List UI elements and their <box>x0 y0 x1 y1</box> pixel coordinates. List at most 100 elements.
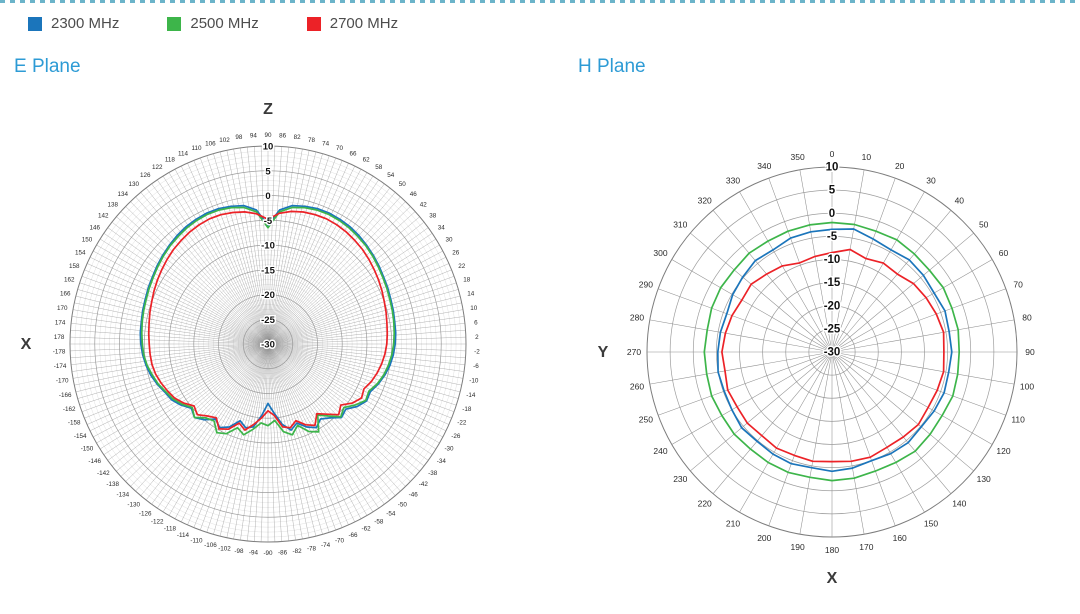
svg-text:14: 14 <box>467 291 475 298</box>
svg-text:-25: -25 <box>824 323 841 335</box>
svg-text:90: 90 <box>1025 347 1035 357</box>
svg-text:-54: -54 <box>386 510 396 517</box>
svg-text:130: 130 <box>977 474 991 484</box>
svg-text:-146: -146 <box>88 458 101 465</box>
svg-text:10: 10 <box>826 162 839 174</box>
svg-text:-134: -134 <box>116 492 129 499</box>
svg-text:-78: -78 <box>307 546 317 553</box>
svg-text:-42: -42 <box>419 481 429 488</box>
svg-text:250: 250 <box>639 415 653 425</box>
svg-text:-98: -98 <box>234 548 244 555</box>
e-plane-section: E Plane -178 -174 -170 -166 -162 -158 -154 -150… <box>0 56 540 609</box>
svg-text:-6: -6 <box>473 363 479 370</box>
svg-text:150: 150 <box>924 518 938 528</box>
legend-label-2300: 2300 MHz <box>51 15 120 32</box>
e-plane-title: E Plane <box>14 56 81 77</box>
svg-text:30: 30 <box>926 176 936 186</box>
svg-text:-118: -118 <box>164 526 177 533</box>
legend-swatch-green <box>167 16 182 31</box>
svg-text:-62: -62 <box>362 526 372 533</box>
legend-label-2700: 2700 MHz <box>329 15 399 32</box>
svg-text:-166: -166 <box>59 392 72 399</box>
svg-text:54: 54 <box>387 172 395 179</box>
svg-text:10: 10 <box>263 142 274 153</box>
svg-text:-74: -74 <box>321 542 331 549</box>
svg-text:58: 58 <box>375 164 383 171</box>
svg-text:260: 260 <box>630 381 644 391</box>
svg-text:280: 280 <box>630 313 644 323</box>
svg-text:220: 220 <box>698 499 712 509</box>
svg-text:-18: -18 <box>462 406 472 413</box>
svg-text:142: 142 <box>98 213 109 220</box>
svg-text:126: 126 <box>140 172 151 179</box>
svg-text:150: 150 <box>82 237 93 244</box>
svg-text:-50: -50 <box>398 501 408 508</box>
svg-text:-10: -10 <box>824 254 841 266</box>
svg-text:20: 20 <box>895 161 905 171</box>
legend-label-2500: 2500 MHz <box>190 15 259 32</box>
svg-text:-10: -10 <box>261 241 275 252</box>
h-plane-section: H Plane 0 10 20 30 40 50 60 70 80 90 100 110 120 130 1… <box>540 56 1080 609</box>
svg-text:26: 26 <box>452 250 460 257</box>
svg-text:-20: -20 <box>824 300 841 312</box>
svg-text:-2: -2 <box>474 349 480 356</box>
svg-text:-58: -58 <box>374 518 384 525</box>
svg-text:106: 106 <box>205 140 216 147</box>
svg-text:5: 5 <box>265 166 271 177</box>
svg-text:-14: -14 <box>466 392 476 399</box>
svg-text:-114: -114 <box>177 532 190 539</box>
svg-text:102: 102 <box>219 137 230 144</box>
svg-text:340: 340 <box>757 161 771 171</box>
h-plane-polar-chart: 0 102030405060708090100110120130140150160… <box>598 149 1035 587</box>
svg-text:140: 140 <box>952 499 966 509</box>
svg-text:-94: -94 <box>249 550 259 557</box>
svg-text:-38: -38 <box>428 470 438 477</box>
svg-text:0: 0 <box>829 208 835 220</box>
svg-text:240: 240 <box>653 446 667 456</box>
svg-text:22: 22 <box>458 263 466 270</box>
svg-text:-158: -158 <box>68 420 81 427</box>
svg-text:-30: -30 <box>824 347 841 359</box>
svg-text:-142: -142 <box>97 470 110 477</box>
svg-text:18: 18 <box>463 277 471 284</box>
svg-text:30: 30 <box>445 237 453 244</box>
svg-text:-86: -86 <box>278 550 288 557</box>
svg-text:-15: -15 <box>261 265 275 276</box>
svg-text:X: X <box>21 336 32 353</box>
svg-text:-150: -150 <box>81 446 94 453</box>
svg-text:-26: -26 <box>451 433 461 440</box>
svg-text:-10: -10 <box>469 378 479 385</box>
svg-text:170: 170 <box>57 305 68 312</box>
svg-text:-90: -90 <box>263 550 273 557</box>
svg-text:40: 40 <box>955 195 965 205</box>
svg-text:178: 178 <box>54 334 65 341</box>
svg-text:-25: -25 <box>261 315 275 326</box>
svg-text:38: 38 <box>429 213 437 220</box>
svg-text:290: 290 <box>639 279 653 289</box>
svg-text:-30: -30 <box>261 340 275 351</box>
svg-text:-110: -110 <box>190 538 203 545</box>
svg-text:270: 270 <box>627 347 641 357</box>
svg-text:166: 166 <box>60 291 71 298</box>
svg-text:-130: -130 <box>127 501 140 508</box>
svg-text:-170: -170 <box>56 378 69 385</box>
svg-text:190: 190 <box>791 542 805 552</box>
svg-text:170: 170 <box>859 542 873 552</box>
svg-text:94: 94 <box>250 133 258 140</box>
svg-text:158: 158 <box>69 263 80 270</box>
svg-text:230: 230 <box>673 474 687 484</box>
svg-text:50: 50 <box>979 220 989 230</box>
svg-text:-5: -5 <box>827 231 838 243</box>
svg-text:-162: -162 <box>63 406 76 413</box>
svg-text:98: 98 <box>235 134 243 141</box>
svg-text:42: 42 <box>420 201 428 208</box>
svg-text:122: 122 <box>152 164 163 171</box>
svg-text:-138: -138 <box>106 481 119 488</box>
e-plane-polar-chart: -178-174-170-166-162-158-154-150-146-142… <box>21 101 481 557</box>
svg-text:62: 62 <box>363 157 371 164</box>
svg-text:X: X <box>827 570 838 587</box>
legend-item-2300: 2300 MHz <box>28 15 119 32</box>
svg-text:174: 174 <box>55 319 66 326</box>
svg-text:-5: -5 <box>264 216 273 227</box>
svg-text:160: 160 <box>893 533 907 543</box>
